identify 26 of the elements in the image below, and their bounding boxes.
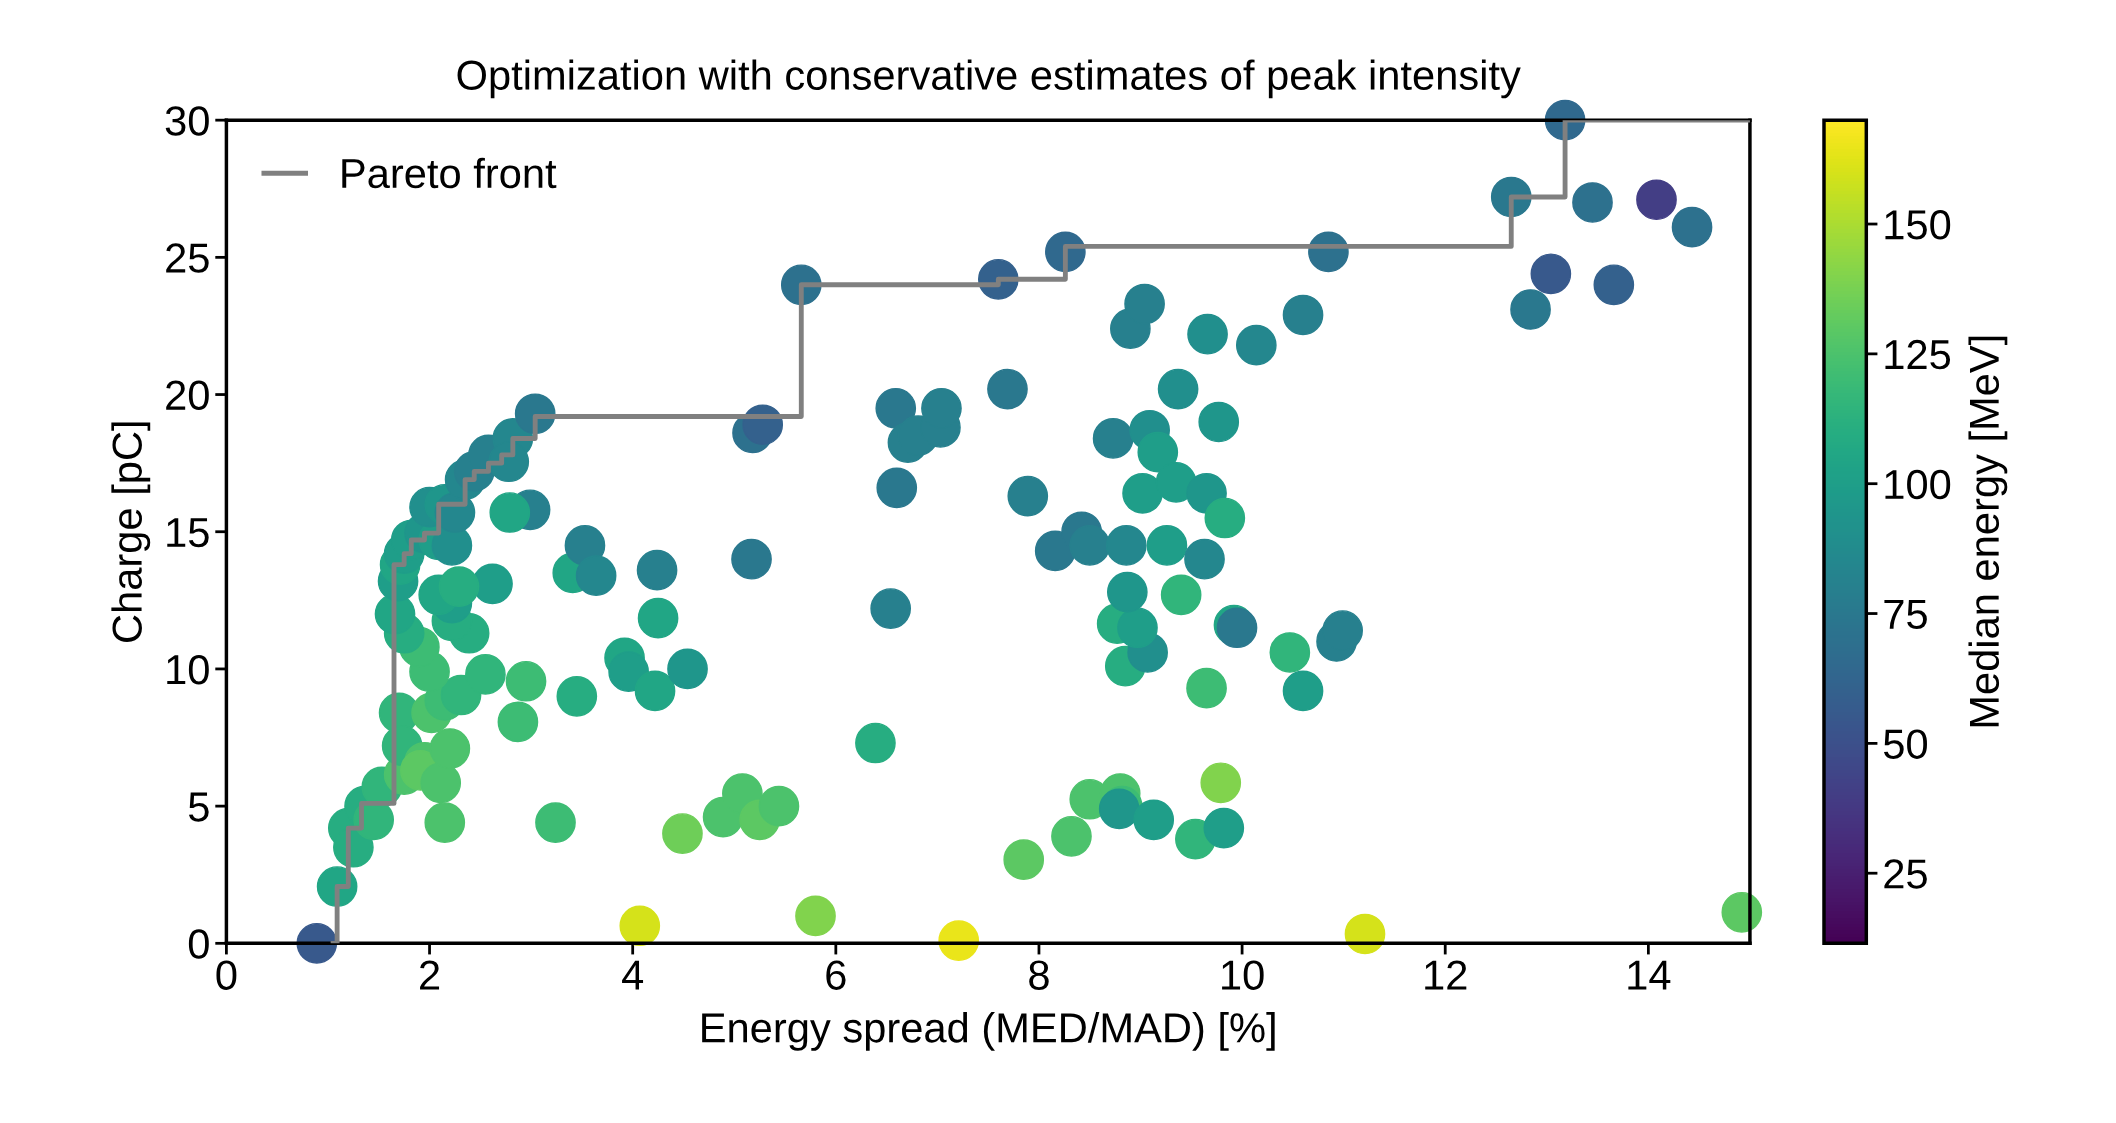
y-tick-label: 25 <box>166 243 209 273</box>
color-bar-label: 75 <box>1884 599 1927 630</box>
chart-title: Optimization with conservative estimates of peak intensity <box>457 59 1521 99</box>
x-tick-label: 10 <box>1222 960 1264 990</box>
y-tick-label: 20 <box>166 380 209 411</box>
x-tick-label: 12 <box>1425 960 1467 990</box>
y-tick-label: 10 <box>167 654 209 685</box>
color-bar-label: 125 <box>1885 339 1951 370</box>
y-tick-label: 30 <box>165 106 209 136</box>
x-tick-label: 4 <box>622 960 644 990</box>
color-bar-label: 100 <box>1885 469 1951 500</box>
x-axis-title: Energy spread (MED/MAD) [%] <box>702 1012 1275 1051</box>
color-bar-label: 150 <box>1885 210 1951 240</box>
y-tick-label: 15 <box>167 518 209 548</box>
color-bar-label: 50 <box>1883 729 1927 759</box>
x-tick-label: 8 <box>1029 960 1049 990</box>
x-tick-label: 14 <box>1628 960 1671 990</box>
y-axis-title: Charge [pC] <box>111 422 151 642</box>
legend-label: Pareto front <box>342 157 557 189</box>
y-tick-label: 0 <box>188 929 209 959</box>
color-bar-label: 25 <box>1884 859 1927 889</box>
x-tick-label: 0 <box>216 960 237 990</box>
y-tick-label: 5 <box>188 792 209 822</box>
x-tick-label: 6 <box>826 960 846 990</box>
color-bar-title: Median energy [MeV] <box>1968 336 2008 727</box>
x-tick-label: 2 <box>420 960 440 990</box>
